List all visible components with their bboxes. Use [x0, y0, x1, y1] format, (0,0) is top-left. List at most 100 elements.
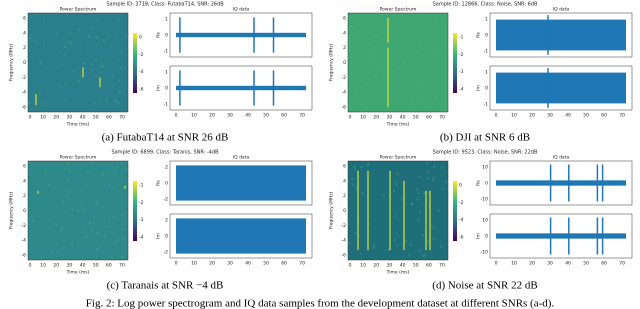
y-tick-label: 4	[343, 30, 346, 36]
spectrogram-noise	[410, 202, 413, 205]
iq-signal	[176, 218, 306, 254]
spectrogram-noise	[417, 192, 420, 195]
spectrogram-noise	[60, 230, 63, 233]
spectrogram-noise	[367, 163, 370, 166]
spectrogram-noise	[28, 173, 31, 176]
iq-x-tick-label: 10	[191, 261, 197, 267]
iq-x-tick-label: 50	[263, 113, 269, 119]
spectrogram-noise	[92, 216, 95, 219]
x-tick-label: 10	[360, 115, 366, 121]
x-tick-label: 60	[106, 263, 112, 269]
spectrogram-noise	[395, 31, 398, 34]
spectrogram-noise	[70, 208, 73, 211]
iq-y-tick-label: 2	[165, 165, 168, 171]
iq-y-tick-label: -1	[164, 49, 169, 55]
x-tick-label: 40	[80, 263, 86, 269]
x-tick-label: 40	[400, 115, 406, 121]
iq-x-tick-label: 0	[175, 113, 178, 119]
spectrogram-noise	[374, 34, 377, 37]
iq-y-tick-label: -1	[484, 49, 489, 55]
iq-x-tick-label: 20	[209, 113, 215, 119]
spectrogram-image	[28, 161, 128, 260]
spectrogram-noise	[420, 45, 423, 48]
y-tick-label: 0	[343, 60, 346, 66]
y-tick-label: 0	[23, 60, 26, 66]
spectrogram-noise	[104, 235, 107, 238]
colorbar-tick-label: -3	[459, 69, 464, 75]
colorbar	[453, 181, 457, 241]
iq-y-tick-label: -1	[484, 102, 489, 108]
spectrogram-noise	[63, 168, 66, 171]
y-tick-label: -6	[342, 105, 347, 111]
x-tick-label: 0	[29, 115, 32, 121]
spectrogram-noise	[39, 60, 42, 63]
spectrogram-noise	[368, 67, 371, 70]
spectrogram-noise	[422, 234, 425, 237]
x-tick-label: 0	[349, 115, 352, 121]
spectrogram-noise	[437, 79, 440, 82]
iq-x-tick-label: 10	[511, 261, 517, 267]
iq-signal	[496, 19, 626, 51]
spectrogram-noise	[432, 179, 435, 182]
spectrogram-noise	[54, 223, 57, 226]
spectrogram-noise	[89, 26, 92, 29]
spectrogram-noise	[118, 79, 121, 82]
iq-y-tick-label: 1	[165, 17, 168, 23]
x-tick-label: 20	[373, 115, 379, 121]
x-tick-label: 20	[53, 115, 59, 121]
y-tick-label: -6	[22, 253, 27, 259]
iq-y-tick-label: 10	[482, 218, 488, 224]
spectrogram-noise	[445, 53, 448, 56]
spectrogram-noise	[372, 246, 375, 249]
colorbar-tick-label: 0	[459, 183, 462, 189]
spectrogram-noise	[56, 33, 59, 36]
spectrogram-noise	[444, 109, 447, 112]
spectrogram-noise	[69, 41, 72, 44]
iq-x-tick-label: 70	[619, 113, 625, 119]
iq-signal	[496, 72, 626, 104]
spectrogram-noise	[41, 102, 44, 105]
y-axis-label: Frequency (MHz)	[9, 191, 15, 229]
spectrogram-noise	[419, 54, 422, 57]
colorbar-tick-label: -4	[139, 69, 144, 75]
spectrogram-noise	[117, 101, 120, 104]
spectrogram-noise	[371, 57, 374, 60]
spectrogram-noise	[99, 64, 102, 67]
y-tick-label: -2	[342, 75, 347, 81]
spectrogram-noise	[422, 255, 425, 258]
spectrogram-noise	[63, 54, 66, 57]
spectrogram-noise	[95, 58, 98, 61]
y-tick-label: 6	[343, 16, 346, 22]
iq-title: IQ data	[233, 155, 250, 161]
spectrogram-noise	[418, 100, 421, 103]
y-tick-label: 4	[23, 178, 26, 184]
spectrogram-noise	[107, 184, 110, 187]
spectrogram-noise	[95, 248, 98, 251]
iq-x-tick-label: 50	[263, 261, 269, 267]
spectrogram-noise	[99, 246, 102, 249]
spectrogram-noise	[83, 231, 86, 234]
spectrogram-noise	[69, 31, 72, 34]
spectrogram-noise	[88, 222, 91, 225]
iq-x-tick-label: 40	[565, 113, 571, 119]
spectrogram-noise	[60, 64, 63, 67]
spectrogram-noise	[352, 183, 355, 186]
spectrogram-noise	[67, 40, 70, 43]
spectrogram-noise	[441, 15, 444, 18]
iq-y-label: Im	[156, 233, 162, 239]
spectrogram-noise	[422, 71, 425, 74]
spectrogram-noise	[415, 188, 418, 191]
spectrogram-noise	[366, 106, 369, 109]
spectrogram-noise	[409, 97, 412, 100]
panel-suptitle: Sample ID: 12866, Class: Noise, SNR: 6dB	[433, 2, 538, 8]
spectrogram-noise	[45, 172, 48, 175]
spectrogram-noise	[88, 35, 91, 38]
iq-x-tick-label: 30	[547, 113, 553, 119]
iq-y-tick-label: 1	[485, 17, 488, 23]
spectrogram-noise	[348, 242, 351, 245]
spectrogram-noise	[427, 107, 430, 110]
spectrogram-noise	[432, 176, 435, 179]
spectrogram-noise	[121, 237, 124, 240]
spectrogram-noise	[120, 51, 123, 54]
spectrogram-frame	[347, 12, 449, 113]
